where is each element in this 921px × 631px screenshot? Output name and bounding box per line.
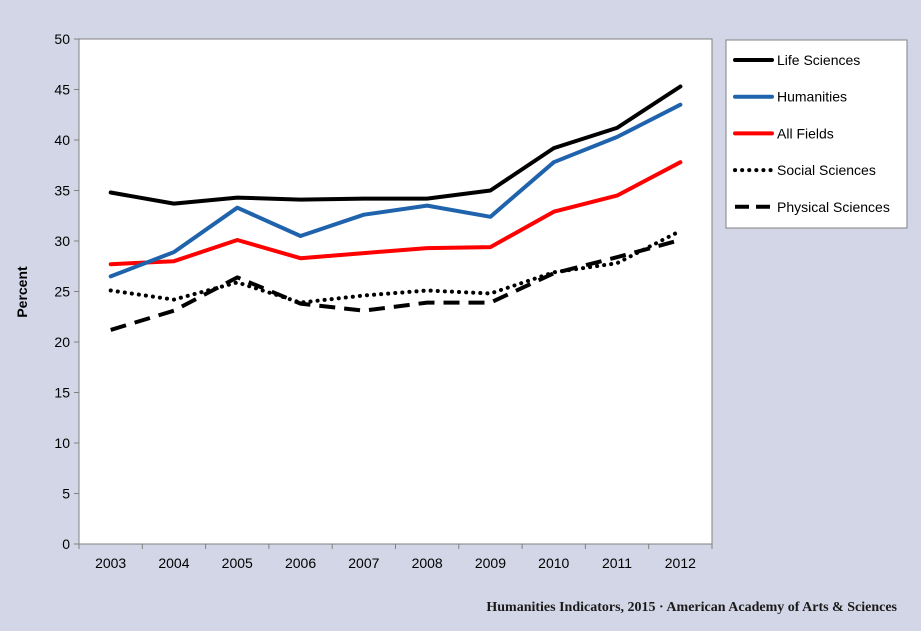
x-axis: 2003 2004 2005 2006 2007 2008 2009 2010 2011 2012 [78,544,713,571]
y-tick-label: 45 [54,82,70,98]
x-tick-label: 2007 [348,555,379,571]
legend-label: Physical Sciences [777,199,890,215]
source-credit: Humanities Indicators, 2015 · American A… [486,600,897,615]
y-tick-label: 0 [62,536,70,552]
x-tick-label: 2005 [222,555,253,571]
x-tick-label: 2003 [95,555,126,571]
legend-label: Humanities [777,89,847,105]
x-tick-label: 2006 [285,555,316,571]
series-line-social-sciences [108,228,683,305]
legend-label: All Fields [777,125,834,141]
y-tick-label: 50 [54,31,70,47]
y-tick-label: 25 [54,284,70,300]
legend-label: Social Sciences [777,162,876,178]
series-line-humanities [108,102,683,279]
y-tick-label: 10 [54,435,70,451]
y-tick-label: 15 [54,385,70,401]
y-axis-title: Percent [14,266,30,318]
x-tick-label: 2010 [538,555,569,571]
x-tick-label: 2012 [665,555,696,571]
y-tick-label: 40 [54,132,70,148]
y-axis: 0 5 10 15 20 25 30 35 40 45 50 [54,31,79,552]
legend-label: Life Sciences [777,52,860,68]
y-tick-label: 35 [54,183,70,199]
series-layer [108,84,683,332]
y-tick-label: 30 [54,233,70,249]
y-tick-label: 5 [62,486,70,502]
x-tick-label: 2008 [412,555,443,571]
x-tick-label: 2011 [602,555,632,571]
x-tick-label: 2009 [475,555,506,571]
series-line-physical-sciences [110,238,681,332]
x-tick-label: 2004 [158,555,189,571]
y-tick-label: 20 [54,334,70,350]
series-line-all-fields [108,160,683,267]
legend: Life Sciences Humanities All Fields Social … [725,39,908,229]
series-line-life-sciences [108,84,683,206]
